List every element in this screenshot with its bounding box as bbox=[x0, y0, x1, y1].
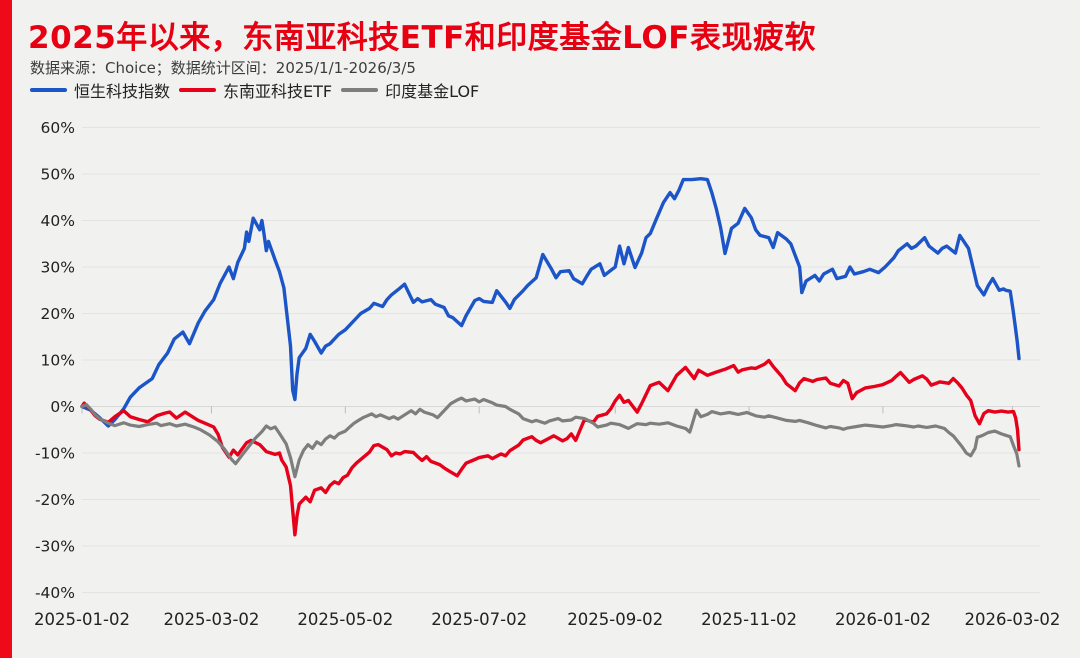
x-axis-label: 2026-01-02 bbox=[835, 610, 931, 629]
legend-label-india-lof: 印度基金LOF bbox=[385, 82, 480, 101]
legend-line-swatch-india-lof bbox=[341, 88, 379, 92]
x-axis-label: 2025-09-02 bbox=[567, 610, 663, 629]
x-axis-label: 2025-05-02 bbox=[297, 610, 393, 629]
series-line-india-lof bbox=[80, 396, 1021, 479]
x-axis-label: 2025-01-02 bbox=[34, 610, 130, 629]
y-axis-label: -30% bbox=[35, 537, 75, 555]
x-axis-label: 2025-03-02 bbox=[164, 610, 260, 629]
series-line-sea-tech-etf bbox=[80, 358, 1021, 537]
legend-label-sea-tech-etf: 东南亚科技ETF bbox=[223, 82, 333, 101]
legend-item-india-lof: 印度基金LOF bbox=[341, 78, 479, 102]
y-axis-label: 10% bbox=[41, 352, 75, 370]
left-accent-bar bbox=[0, 0, 12, 658]
x-axis-label: 2025-11-02 bbox=[701, 610, 797, 629]
legend-line-swatch-hstech bbox=[30, 88, 67, 92]
y-axis-label: 50% bbox=[41, 166, 75, 184]
y-axis-label: 40% bbox=[41, 212, 75, 230]
legend-item-hstech: 恒生科技指数 bbox=[30, 78, 170, 102]
series-line-hstech bbox=[80, 176, 1021, 428]
x-axis-label: 2025-07-02 bbox=[431, 610, 527, 629]
legend-line-swatch-sea-tech-etf bbox=[179, 88, 217, 92]
chart-legend: 恒生科技指数 东南亚科技ETF 印度基金LOF bbox=[30, 78, 479, 102]
data-source-note: 数据来源：Choice；数据统计区间：2025/1/1-2026/3/5 bbox=[30, 59, 416, 77]
y-axis-label: 20% bbox=[41, 305, 75, 323]
y-axis-label: 30% bbox=[41, 259, 75, 277]
page-title: 2025年以来，东南亚科技ETF和印度基金LOF表现疲软 bbox=[28, 20, 816, 56]
y-axis-label: 0% bbox=[50, 398, 75, 416]
x-axis-label: 2026-03-02 bbox=[964, 610, 1060, 629]
y-axis-label: -10% bbox=[35, 444, 75, 462]
legend-label-hstech: 恒生科技指数 bbox=[74, 82, 171, 101]
y-axis-label: -40% bbox=[35, 584, 75, 602]
y-axis-label: 60% bbox=[41, 119, 75, 137]
legend-item-sea-tech-etf: 东南亚科技ETF bbox=[179, 78, 332, 102]
y-axis-label: -20% bbox=[35, 491, 75, 509]
